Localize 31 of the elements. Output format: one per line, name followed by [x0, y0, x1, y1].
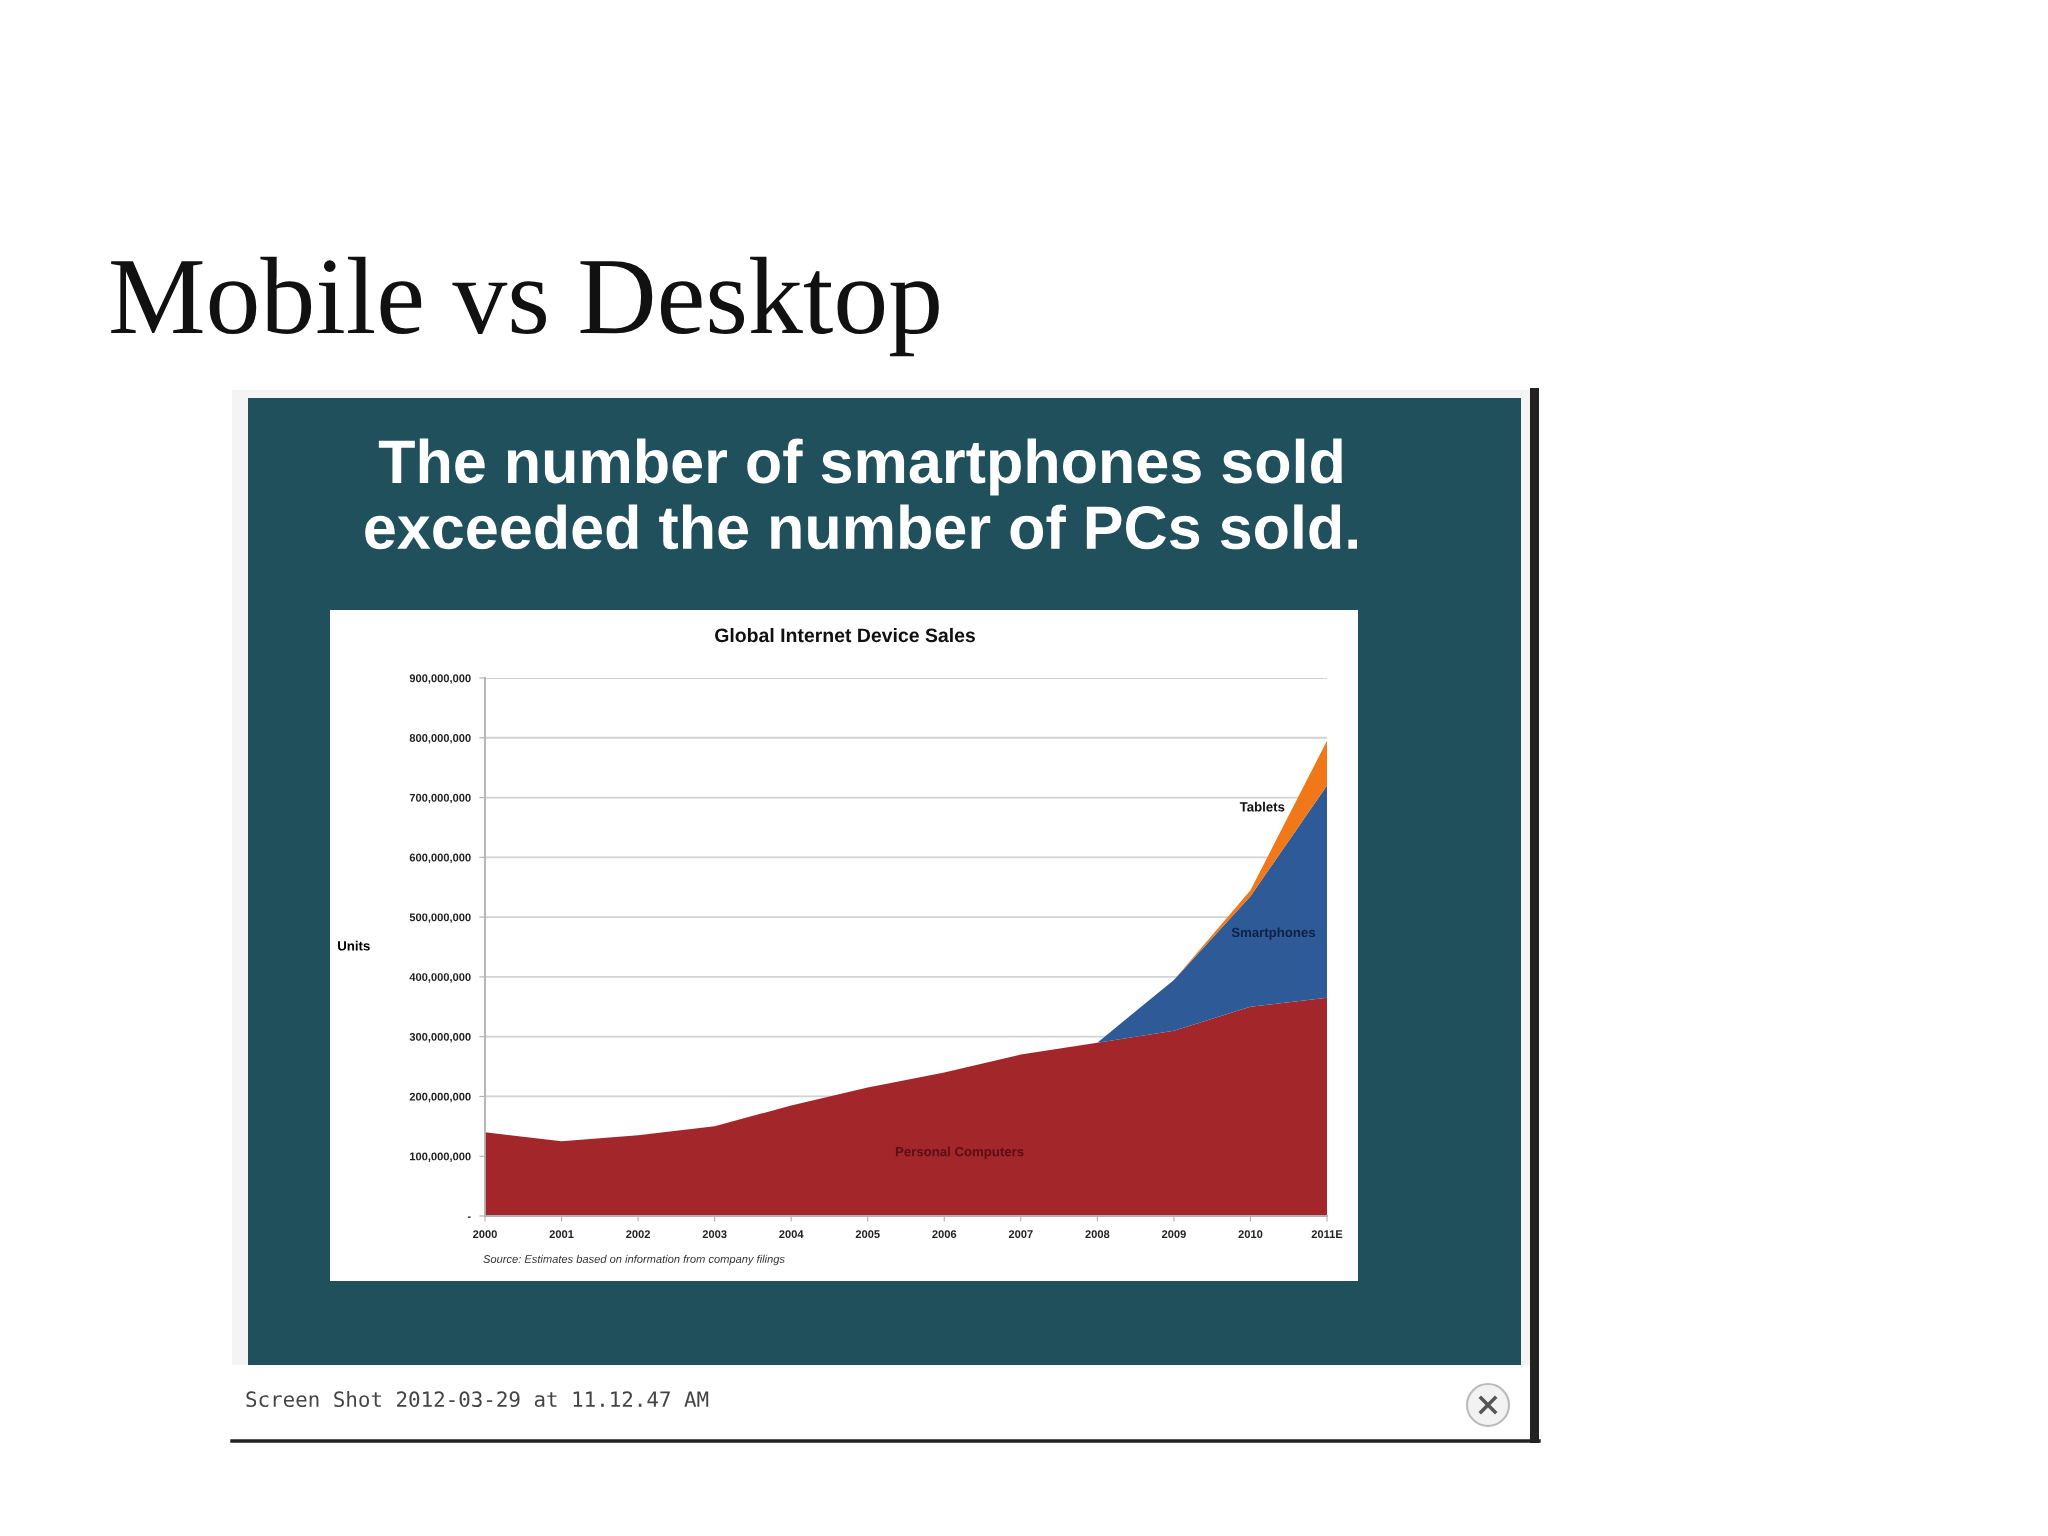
series-label: Smartphones	[1231, 927, 1316, 940]
series-label: Tablets	[1239, 801, 1285, 812]
y-tick-label: 200,000,000	[409, 1092, 471, 1103]
y-tick-label: -	[467, 1216, 471, 1218]
x-tick-label: 2004	[779, 1230, 804, 1239]
y-tick-label: 400,000,000	[409, 973, 471, 983]
text: Screen Shot 2012-03-29 at 11.12.47 AM	[246, 1390, 709, 1408]
y-tick-label: 800,000,000	[409, 734, 471, 744]
series-label: Personal Computers	[895, 1146, 1024, 1159]
x-tick-label: 2007	[1008, 1230, 1033, 1239]
y-tick-label: 600,000,000	[409, 853, 471, 864]
x-tick-label: 2008	[1085, 1230, 1110, 1239]
y-tick-label: 900,000,000	[409, 674, 471, 684]
x-tick-label: 2001	[549, 1230, 574, 1239]
x-tick-label: 2003	[702, 1230, 727, 1239]
y-tick-label: 500,000,000	[409, 913, 471, 923]
x-tick-label: 2002	[626, 1230, 651, 1239]
chart-subtitle: The number of smartphones sold exceeded the number of PCs sold.	[365, 438, 1358, 550]
y-tick-label: 100,000,000	[410, 1152, 471, 1162]
y-tick-label: 300,000,000	[409, 1032, 471, 1043]
source-note: Source: Estimates based on information from company filings	[483, 1254, 785, 1266]
x-tick-label: 2011E	[1311, 1230, 1343, 1239]
y-axis-title: Units	[338, 940, 370, 951]
x-tick-label: 2000	[473, 1230, 497, 1239]
chart-title: Mobile vs Desktop	[111, 256, 939, 357]
x-tick-label: 2005	[855, 1230, 880, 1239]
x-tick-label: 2010	[1238, 1230, 1263, 1239]
y-tick-label: 700,000,000	[409, 793, 471, 804]
x-tick-label: 2009	[1161, 1230, 1186, 1239]
text: Global Internet Device Sales	[715, 627, 975, 643]
x-tick-label: 2006	[932, 1230, 957, 1239]
